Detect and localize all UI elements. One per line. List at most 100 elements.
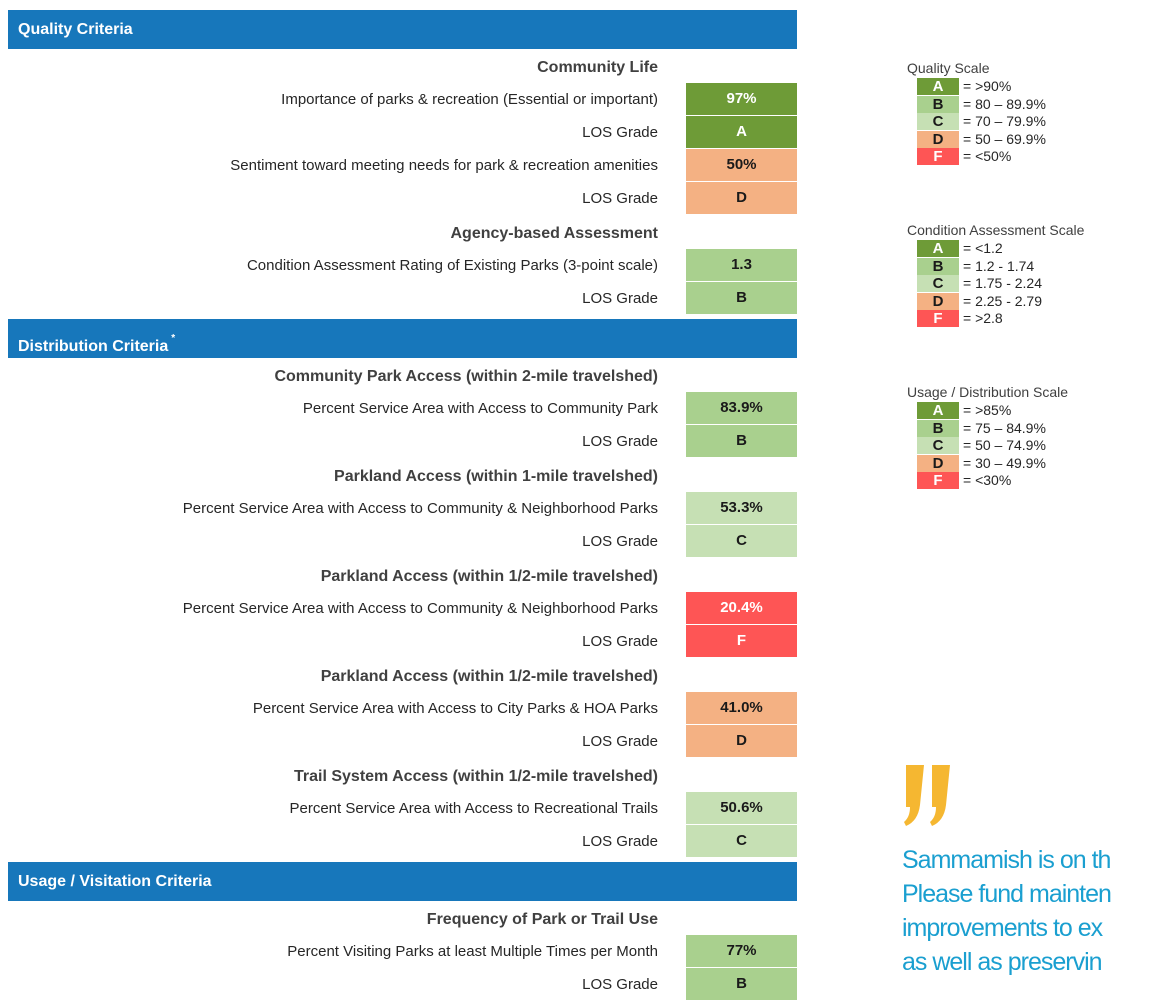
scale-range: = 2.25 - 2.79 [963,292,1043,309]
metric-label: Condition Assessment Rating of Existing … [246,257,658,274]
grade-value: C [686,825,797,857]
scale-grade: D [917,454,959,472]
grade-row: LOS Grade B [8,282,797,315]
scale-range: = 1.75 - 2.24 [963,275,1043,292]
metric-row: Sentiment toward meeting needs for park … [8,149,797,182]
scale-item: D = 2.25 - 2.79 [917,292,1151,311]
grade-label: LOS Grade [582,290,658,307]
metric-label: Sentiment toward meeting needs for park … [230,157,658,174]
scale-range: = 1.2 - 1.74 [963,257,1035,274]
scale-item: C = 50 – 74.9% [917,437,1151,455]
metric-row: Percent Service Area with Access to City… [8,692,797,725]
section-title: Usage / Visitation Criteria [18,873,212,890]
scale-range: = <50% [963,148,1012,165]
group-heading: Trail System Access (within 1/2-mile tra… [294,768,658,785]
quote-line: Please fund mainten [902,880,1112,908]
metric-value: 1.3 [686,249,797,281]
group-heading: Agency-based Assessment [450,225,659,242]
grade-row: LOS Grade C [8,825,797,858]
scale-item: B = 1.2 - 1.74 [917,257,1151,276]
scale-grade: B [917,95,959,113]
grade-label: LOS Grade [582,124,658,141]
metric-value: 50% [686,149,797,181]
metric-row: Percent Service Area with Access to Recr… [8,792,797,825]
scale-grade: D [917,130,959,148]
scale-grade: C [917,113,959,131]
grade-row: LOS Grade F [8,625,797,658]
metric-row: Percent Service Area with Access to Comm… [8,492,797,525]
metric-value: 50.6% [686,792,797,824]
metric-label: Percent Visiting Parks at least Multiple… [287,943,658,960]
scale-item: C = 70 – 79.9% [917,113,1151,131]
metric-row: Condition Assessment Rating of Existing … [8,249,797,282]
quote: Sammamish is on th Please fund mainten imp… [902,843,1112,979]
metric-label: Percent Service Area with Access to Comm… [302,400,658,417]
section-header: Usage / Visitation Criteria [8,862,797,901]
quote-line: Sammamish is on th [902,846,1111,874]
section-header: Distribution Criteria * [8,319,797,358]
scale-range: = >85% [963,401,1012,418]
grade-row: LOS Grade A [8,116,797,149]
section-title: Distribution Criteria [18,338,169,355]
metric-row: Percent Service Area with Access to Comm… [8,392,797,425]
metric-row: Percent Visiting Parks at least Multiple… [8,935,797,968]
scale-title: Condition Assessment Scale [907,221,1085,238]
scale-item: F = <30% [917,472,1151,490]
scale-grade: B [917,419,959,437]
section-header: Quality Criteria [8,10,797,49]
metric-value: 77% [686,935,797,967]
grade-value: B [686,425,797,457]
scale-grade: A [917,78,959,95]
scale-title: Usage / Distribution Scale [907,383,1069,400]
scale-item: A = <1.2 [917,239,1151,258]
metric-label: Percent Service Area with Access to Comm… [182,600,658,617]
scale-range: = >90% [963,78,1012,94]
metric-value: 20.4% [686,592,797,624]
quote-line: as well as preservin [902,948,1103,976]
grade-label: LOS Grade [582,633,658,650]
scale-item: D = 30 – 49.9% [917,454,1151,473]
group-heading: Community Park Access (within 2-mile tra… [274,368,658,385]
scale-item: A = >90% [917,78,1151,96]
scale-range: = 50 – 74.9% [963,437,1046,454]
metric-row: Percent Service Area with Access to Comm… [8,592,797,625]
group-heading: Community Life [537,59,658,76]
group-heading: Parkland Access (within 1/2-mile travels… [320,668,658,685]
metric-label: Percent Service Area with Access to City… [252,700,658,717]
criteria-table: Quality Criteria Community Life Importance… [8,6,797,1001]
quote-line: improvements to ex [902,914,1103,942]
metric-value: 83.9% [686,392,797,424]
grade-row: LOS Grade D [8,725,797,758]
grade-value: C [686,525,797,557]
scale-item: B = 80 – 89.9% [917,95,1151,114]
scale-range: = <1.2 [963,239,1003,256]
scale: Usage / Distribution Scale A = >85% B = 75 –… [907,382,1151,490]
scale-item: B = 75 – 84.9% [917,419,1151,438]
metric-row: Importance of parks & recreation (Essent… [8,83,797,116]
scale-item: A = >85% [917,401,1151,420]
metric-label: Percent Service Area with Access to Recr… [289,800,659,817]
metric-label: Importance of parks & recreation (Essent… [281,91,658,108]
group-heading: Parkland Access (within 1-mile travelshe… [334,468,658,485]
grade-value: D [686,725,797,757]
scale-item: F = >2.8 [917,310,1151,328]
scale-grade: F [917,472,959,490]
metric-label: Percent Service Area with Access to Comm… [182,500,658,517]
metric-value: 53.3% [686,492,797,524]
scale-range: = 70 – 79.9% [963,113,1046,130]
scale-grade: F [917,148,959,166]
group-heading: Frequency of Park or Trail Use [426,911,658,928]
grade-row: LOS Grade B [8,968,797,1001]
scale-grade: D [917,292,959,310]
scale-grade: B [917,257,959,275]
scale: Condition Assessment Scale A = <1.2 B = 1.2 … [907,220,1151,328]
scale-title: Quality Scale [907,60,990,76]
scale-range: = >2.8 [963,310,1003,327]
grade-label: LOS Grade [582,733,658,750]
scale-grade: A [917,239,959,257]
group-heading: Parkland Access (within 1/2-mile travels… [320,568,658,585]
scale-range: = 50 – 69.9% [963,130,1046,147]
scale-range: = 80 – 89.9% [963,95,1046,112]
grade-label: LOS Grade [582,976,658,993]
